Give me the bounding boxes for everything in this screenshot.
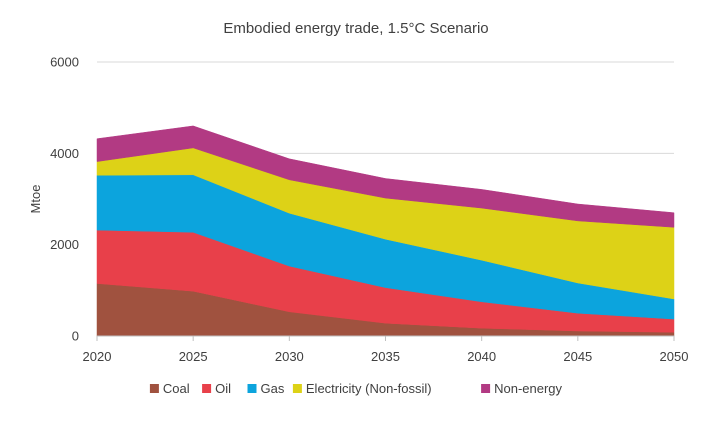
legend-label: Electricity (Non-fossil) — [306, 381, 432, 396]
legend-label: Oil — [215, 381, 231, 396]
legend-swatch — [292, 384, 302, 393]
y-tick-label: 6000 — [50, 55, 79, 70]
area-series — [96, 125, 675, 337]
legend-swatch — [149, 384, 159, 393]
chart-title: Embodied energy trade, 1.5°C Scenario — [223, 20, 488, 37]
y-tick-label: 0 — [72, 329, 79, 344]
legend-item-coal: Coal — [149, 381, 190, 396]
x-tick-label: 2050 — [660, 349, 689, 364]
legend: Coal Oil Gas Electricity (Non-fossil) Non-en… — [149, 381, 563, 396]
axes: 0 2000 4000 6000 2020 2025 2030 2035 2040 2045 205… — [50, 55, 688, 365]
legend-label: Non-energy — [494, 381, 562, 396]
legend-swatch — [202, 384, 212, 393]
legend-label: Coal — [163, 381, 190, 396]
legend-item-non-energy: Non-energy — [481, 381, 563, 396]
legend-label: Gas — [261, 381, 285, 396]
x-tick-label: 2035 — [371, 349, 400, 364]
x-tick-label: 2030 — [275, 349, 304, 364]
y-tick-label: 2000 — [50, 237, 79, 252]
x-tick-label: 2025 — [179, 349, 208, 364]
y-axis-label: Mtoe — [28, 185, 43, 214]
x-tick-label: 2040 — [467, 349, 496, 364]
legend-item-electricity-non-fossil: Electricity (Non-fossil) — [292, 381, 432, 396]
legend-swatch — [247, 384, 257, 393]
legend-item-oil: Oil — [202, 381, 231, 396]
legend-item-gas: Gas — [247, 381, 285, 396]
legend-swatch — [481, 384, 491, 393]
y-tick-label: 4000 — [50, 146, 79, 161]
area-non-energy — [96, 125, 675, 228]
x-tick-label: 2020 — [83, 349, 112, 364]
x-tick-label: 2045 — [563, 349, 592, 364]
